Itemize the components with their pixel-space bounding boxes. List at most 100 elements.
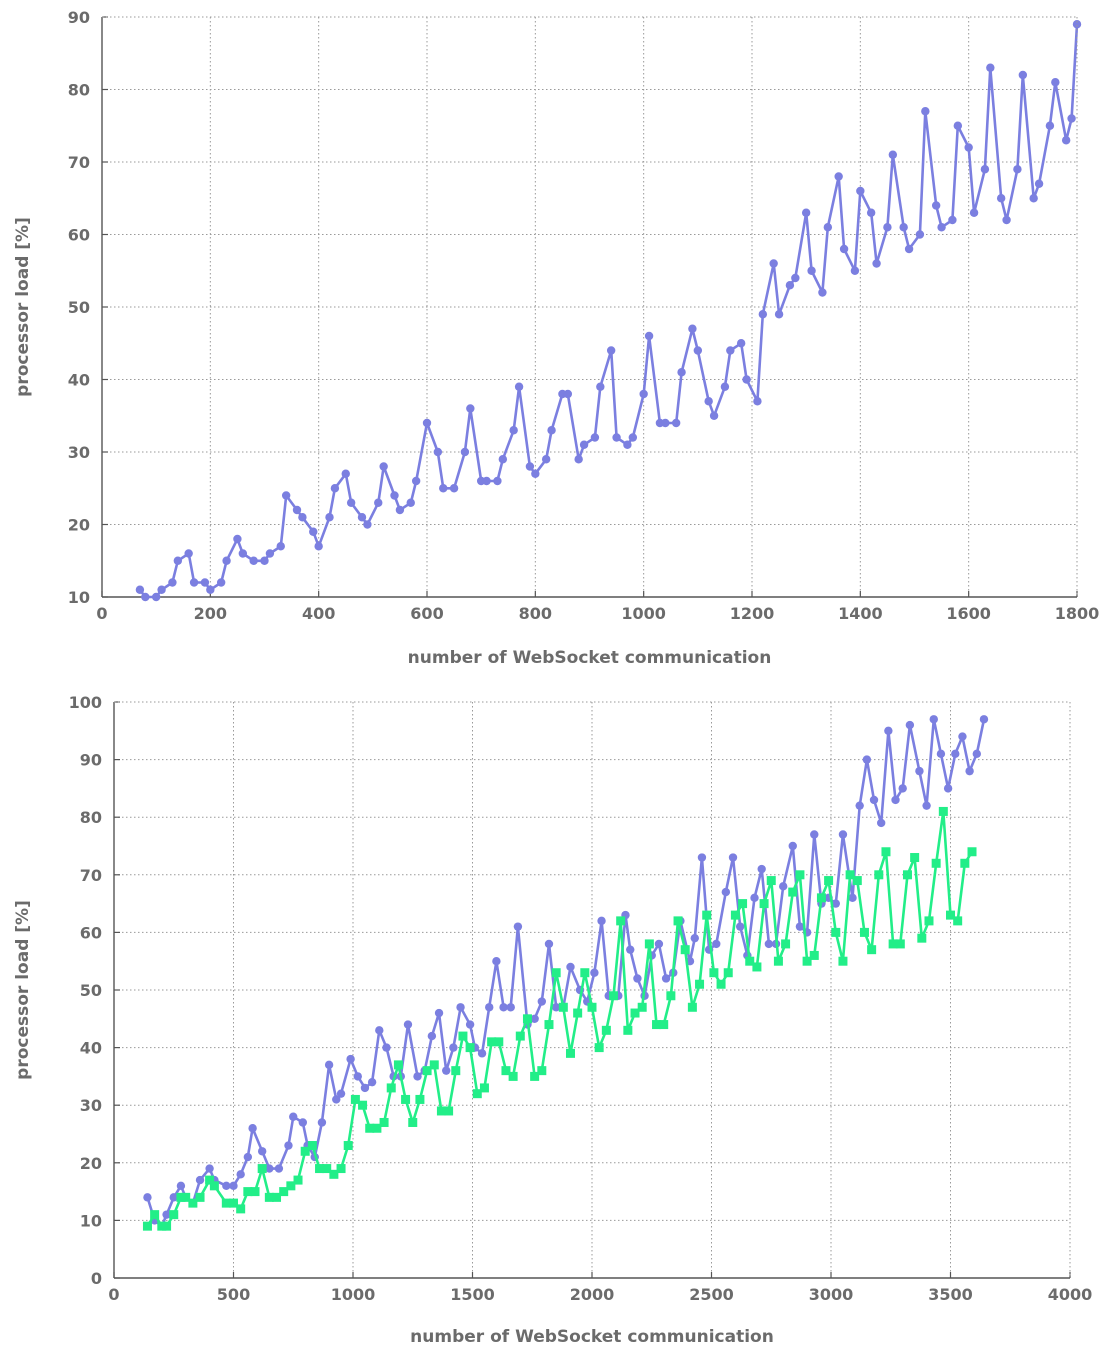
chart-2-x-tick-label: 500 (217, 1285, 250, 1304)
chart-2-series-1-point (953, 916, 963, 926)
chart-1-series-0-point (547, 426, 556, 435)
chart-2-y-tick-label: 0 (91, 1269, 102, 1288)
chart-2-series-1-point (401, 1094, 411, 1104)
chart-1-x-tick-label: 1600 (946, 604, 991, 623)
chart-2-series-1-point (816, 893, 826, 903)
chart-2-series-1-point (472, 1089, 482, 1099)
chart-processor-load-1800: 0 200 400 600 800 1000 1200 1400 1600 1800 10 20 30 4… (13, 8, 1100, 668)
chart-2-series-1-point (745, 956, 755, 966)
chart-1-series-0-point (1067, 114, 1076, 123)
chart-2-series-1-point (142, 1221, 152, 1231)
chart-2-series-0-point (442, 1066, 451, 1075)
chart-2-series-1-point (867, 945, 877, 955)
chart-2-x-tick-label: 1500 (450, 1285, 495, 1304)
chart-2-series-1-point (730, 910, 740, 920)
chart-1-series-0-point (964, 143, 973, 152)
chart-1-y-tick-label: 10 (68, 588, 90, 607)
chart-2-series-0-point (590, 968, 599, 977)
chart-2-series-0-point (936, 749, 946, 759)
chart-2-series-1-point (637, 1002, 647, 1012)
chart-1-series-0-point (818, 288, 827, 297)
chart-2-series-1-point (888, 939, 898, 949)
chart-2-series-1-point (616, 916, 626, 926)
chart-1-x-tick-label: 1800 (1055, 604, 1100, 623)
chart-2-y-tick-label: 90 (80, 751, 102, 770)
chart-2-series-1-point (293, 1175, 303, 1185)
chart-2-series-0-point (449, 1043, 458, 1052)
chart-1-series-0-point (769, 259, 778, 268)
chart-1-series-0-point (238, 549, 248, 558)
chart-1-series-0-point (574, 455, 583, 464)
chart-1-series-0-point (141, 592, 150, 602)
chart-2-series-1-point (205, 1175, 215, 1185)
chart-2-series-1-point (831, 927, 841, 937)
chart-2-series-1-point (307, 1141, 317, 1151)
chart-2-series-0-point (779, 882, 788, 891)
chart-2-series-0-point (257, 1147, 267, 1156)
chart-2-series-1-point (350, 1094, 360, 1104)
chart-2-series-0-point (764, 939, 774, 949)
chart-2-series-1-point (824, 876, 834, 886)
chart-2-series-0-point (735, 922, 745, 931)
chart-2-series-1-point (558, 1002, 568, 1012)
chart-1-series-0-point (742, 375, 751, 384)
chart-2-series-1-point (802, 956, 812, 966)
chart-2-series-1-point (960, 858, 970, 868)
chart-1-x-tick-label: 600 (410, 604, 443, 623)
chart-2-series-1-point (522, 1014, 532, 1024)
chart-2-series-1-point (666, 991, 676, 1001)
chart-2-series-0-point (162, 1210, 171, 1219)
chart-2-series-1-point (408, 1117, 418, 1127)
chart-2-series-0-point (169, 1193, 178, 1202)
chart-2-series-1-point (781, 939, 791, 949)
chart-2-series-0-point (876, 818, 886, 828)
chart-2-series-1-point (195, 1192, 205, 1202)
chart-1-series-0-point (292, 505, 302, 515)
chart-2-series-1-point (759, 899, 769, 909)
chart-2-series-0-point (143, 1193, 152, 1202)
chart-2-series-0-point (506, 1003, 515, 1012)
chart-2-x-tick-label: 2500 (689, 1285, 734, 1304)
chart-2-series-1-point (594, 1043, 604, 1053)
chart-2-series-1-point (530, 1071, 540, 1081)
chart-1-series-0-point (996, 194, 1006, 203)
chart-2-series-1-point (709, 968, 719, 978)
chart-2-y-tick-label: 100 (69, 693, 102, 712)
chart-2-svg: 0 500 1000 1500 2000 2500 3000 3500 4000 0 10 20 30 4… (13, 693, 1092, 1347)
chart-2-y-tick-label: 80 (80, 808, 102, 827)
chart-2-series-1-point (379, 1117, 389, 1127)
chart-1-series-0-point (189, 578, 199, 587)
chart-2-series-1-point (601, 1025, 611, 1035)
chart-1-series-0-point (216, 578, 226, 587)
chart-2-series-1-point (910, 853, 920, 863)
chart-2-series-0-line (146, 717, 986, 1228)
chart-2-series-0-point (265, 1164, 274, 1173)
chart-2-series-1-point (573, 1008, 583, 1018)
chart-1-x-tick-label: 0 (96, 604, 107, 623)
chart-1-series-0-point (276, 542, 285, 551)
chart-2-series-0-point (869, 795, 879, 805)
chart-1-series-0-point (709, 411, 719, 420)
chart-1-series-0-point (623, 440, 632, 449)
chart-1-series-0-point (363, 520, 372, 529)
chart-1-series-0-point (563, 389, 573, 399)
chart-2-series-1-point (659, 1020, 669, 1030)
chart-2-series-1-point (315, 1164, 325, 1174)
chart-1-series-0-point (460, 447, 470, 457)
chart-2-series-0-point (456, 1003, 465, 1012)
chart-1-y-axis-label: processor load [%] (13, 217, 33, 397)
chart-2-series-1-point (209, 1181, 219, 1191)
chart-1-series-0-point (379, 462, 388, 471)
chart-1-series-0-point (449, 484, 459, 493)
chart-2-series-0-point (477, 1049, 487, 1058)
chart-1-series-0-point (200, 578, 210, 587)
chart-2-series-0-point (838, 830, 848, 839)
chart-1-series-0-point (260, 556, 269, 565)
chart-2-series-0-point (654, 939, 664, 949)
chart-2-series-1-point (436, 1106, 446, 1116)
chart-2-series-0-point (298, 1118, 308, 1127)
chart-2-series-1-point (795, 870, 805, 880)
chart-2-y-tick-label: 30 (80, 1096, 102, 1115)
chart-2-y-tick-label: 40 (80, 1039, 102, 1058)
chart-2-series-0-point (289, 1112, 298, 1121)
